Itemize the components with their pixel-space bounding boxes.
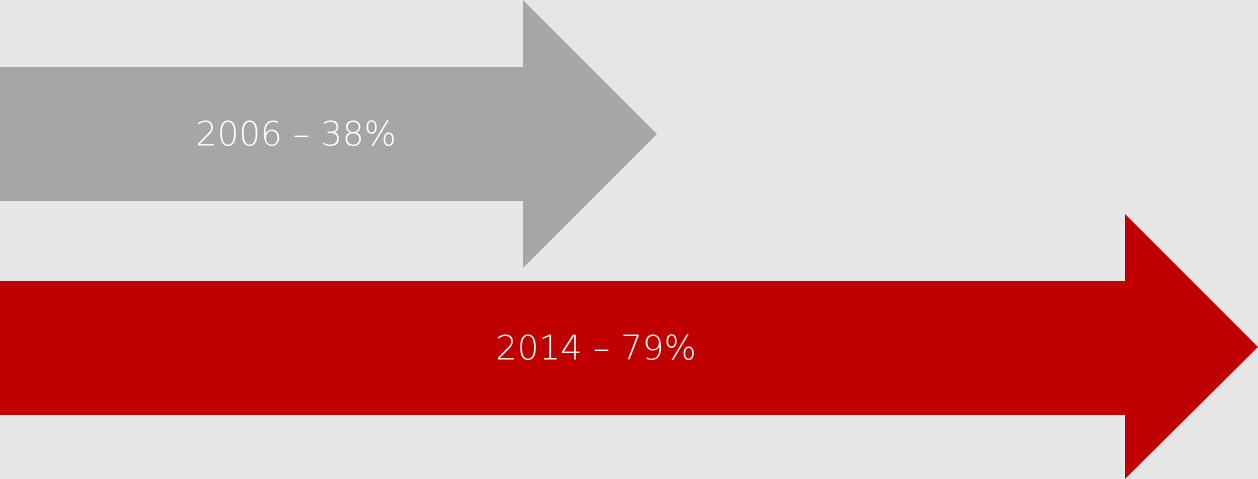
arrow-label: 2014 – 79%: [496, 329, 697, 369]
arrow-2014: [0, 214, 1258, 479]
arrow-label: 2006 – 38%: [196, 115, 397, 155]
arrow-2006: [0, 0, 657, 268]
